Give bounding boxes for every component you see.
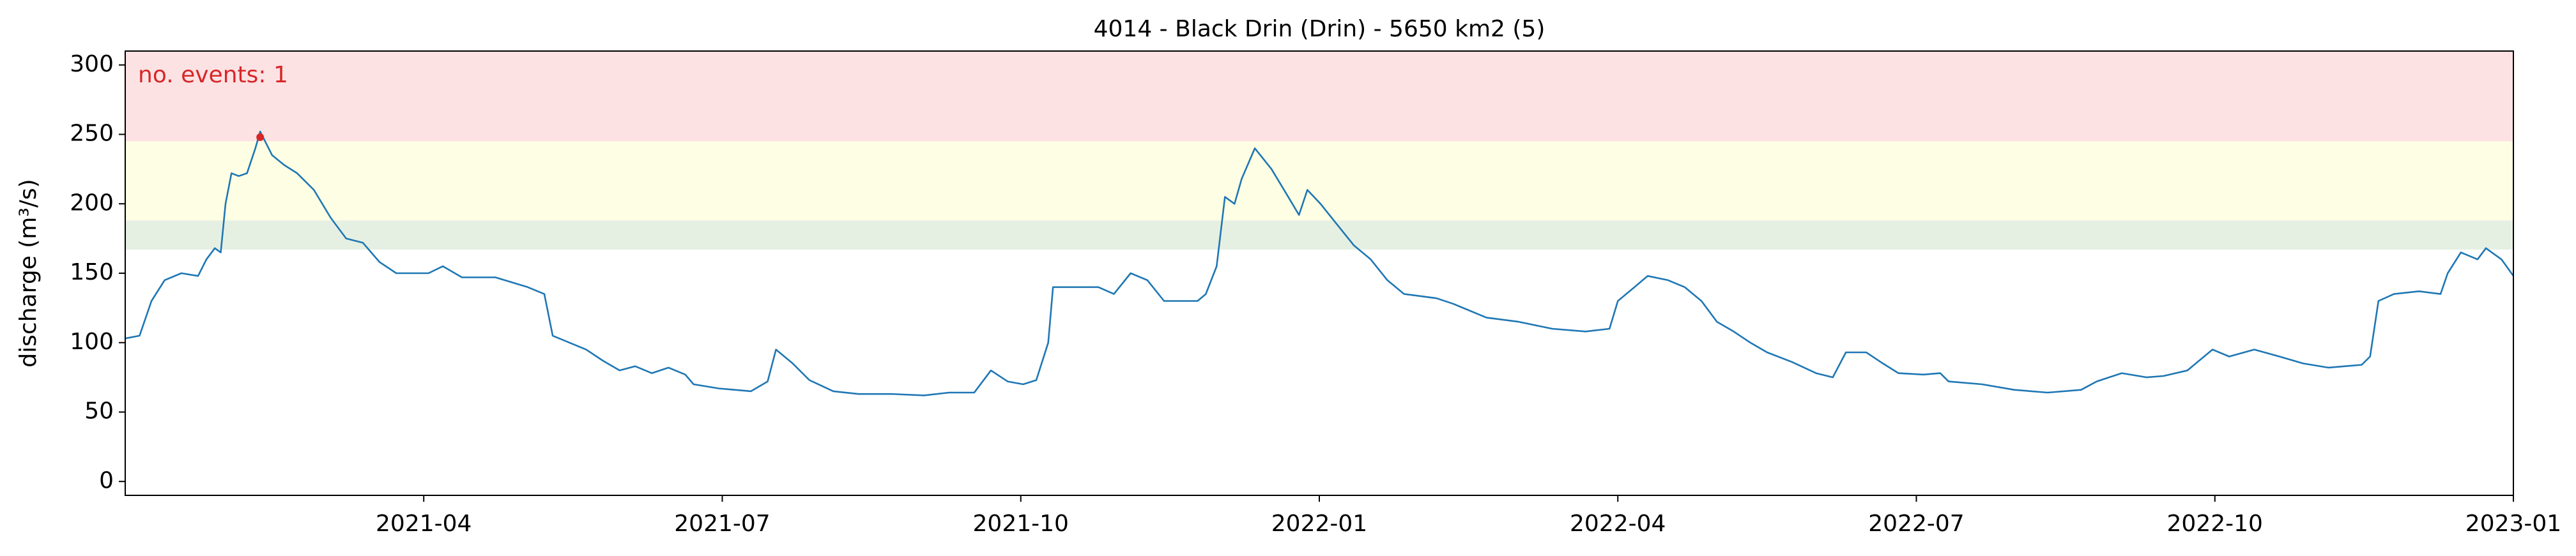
chart-title: 4014 - Black Drin (Drin) - 5650 km2 (5) [1094, 16, 1545, 42]
plot-frame [125, 50, 2514, 496]
x-tick-label: 2022-07 [1868, 511, 1964, 537]
y-tick-label: 0 [99, 467, 114, 493]
event-marker [256, 133, 264, 141]
x-tick-label: 2021-07 [674, 511, 770, 537]
y-tick-label: 300 [70, 51, 114, 77]
x-tick-label: 2021-10 [973, 511, 1069, 537]
x-tick-label: 2022-01 [1271, 511, 1367, 537]
y-tick-label: 100 [70, 329, 114, 355]
threshold-band [125, 51, 2513, 142]
x-tick-label: 2023-01 [2465, 511, 2561, 537]
threshold-band [125, 220, 2513, 250]
x-tick-label: 2021-04 [376, 511, 471, 537]
y-axis-label: discharge (m³/s) [15, 179, 42, 367]
threshold-band [125, 141, 2513, 221]
discharge-line [125, 130, 2515, 396]
annotation: no. events: 1 [138, 62, 288, 88]
y-tick-label: 250 [70, 121, 114, 147]
y-tick-label: 150 [70, 259, 114, 285]
x-tick-label: 2022-10 [2167, 511, 2263, 537]
y-tick-label: 200 [70, 190, 114, 216]
y-tick-label: 50 [84, 398, 114, 425]
x-tick-label: 2022-04 [1570, 511, 1666, 537]
